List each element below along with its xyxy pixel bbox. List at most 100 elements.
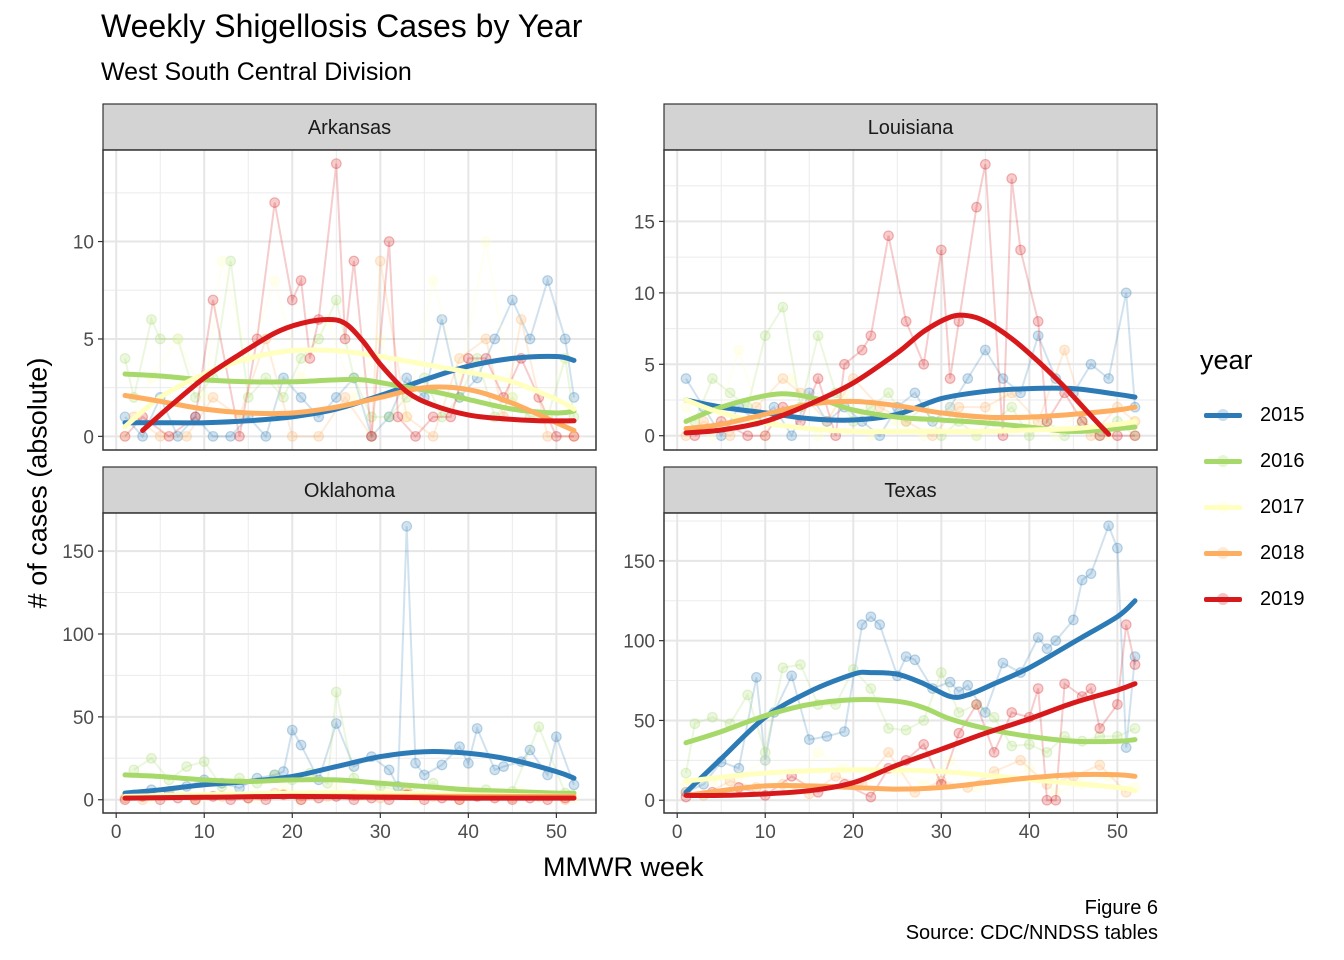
data-point-2019 [935, 244, 947, 256]
data-point-2016 [724, 387, 736, 399]
data-point-2015 [568, 779, 580, 791]
data-point-2019 [971, 201, 982, 213]
data-point-2015 [1120, 287, 1132, 299]
data-point-2019 [348, 255, 360, 267]
data-point-2019 [953, 727, 965, 739]
data-point-2016 [707, 373, 718, 384]
data-point-2015 [680, 373, 692, 384]
data-point-2015 [759, 754, 771, 766]
data-point-2015 [909, 654, 921, 666]
legend-label: 2019 [1260, 587, 1305, 610]
data-point-2019 [1050, 794, 1062, 806]
trend-line-2019 [122, 793, 577, 801]
legend-label: 2018 [1260, 541, 1305, 564]
y-tick-label: 5 [644, 355, 655, 376]
data-point-2016 [225, 255, 237, 267]
data-point-2016 [988, 711, 1000, 723]
data-point-2016 [883, 387, 894, 399]
data-point-2019 [190, 411, 201, 423]
data-point-2015 [751, 671, 762, 683]
data-point-2018 [777, 373, 789, 384]
data-point-2016 [181, 761, 193, 772]
data-point-2019 [1094, 723, 1106, 734]
facet-oklahoma: Oklahoma 0 50 100 150 0 10 20 30 40 50 [62, 466, 597, 843]
raw-line-2017 [685, 751, 1136, 794]
data-point-2019 [759, 430, 771, 442]
data-point-2019 [286, 294, 298, 306]
data-point-2015 [295, 739, 307, 751]
data-point-2016 [146, 752, 157, 764]
data-point-2018 [953, 401, 965, 413]
data-point-2016 [154, 333, 166, 345]
data-point-2018 [979, 401, 991, 413]
data-point-2016 [777, 301, 789, 313]
data-point-2018 [427, 430, 439, 442]
data-point-2015 [1041, 643, 1053, 655]
data-point-2017 [269, 275, 281, 286]
data-point-2018 [366, 430, 377, 442]
caption-source: Source: CDC/NNDSS tables [905, 922, 1158, 944]
data-point-2015 [1067, 614, 1079, 626]
chart-title: Weekly Shigellosis Cases by Year [101, 8, 583, 44]
data-point-2016 [1023, 738, 1035, 750]
y-tick-label: 50 [73, 708, 94, 729]
data-point-2019 [979, 158, 991, 170]
data-point-2019 [812, 373, 824, 384]
facet-texas: Texas 0 50 100 150 0 10 20 30 40 50 [623, 466, 1158, 843]
data-point-2019 [865, 791, 877, 803]
data-point-2015 [944, 676, 956, 688]
facet-strip-label: Oklahoma [304, 480, 396, 502]
data-point-2017 [374, 333, 386, 345]
data-point-2019 [944, 373, 956, 384]
data-point-2019 [1111, 430, 1123, 442]
data-point-2019 [366, 430, 377, 442]
data-point-2016 [759, 330, 771, 342]
data-point-2017 [944, 754, 956, 766]
raw-line-2016 [693, 304, 1136, 438]
data-point-2015 [524, 333, 536, 345]
x-tick-label: 50 [546, 822, 567, 843]
data-point-2015 [962, 679, 974, 691]
data-point-2016 [295, 353, 307, 364]
data-point-2018 [883, 746, 894, 758]
legend-item-2016: 2016 [1200, 438, 1305, 484]
y-tick-label: 0 [83, 791, 94, 812]
legend-item-2015: 2015 [1200, 392, 1305, 438]
data-point-2017 [198, 392, 210, 403]
facet-strip-label: Texas [884, 480, 936, 502]
data-point-2019 [304, 353, 316, 364]
legend-label: 2016 [1260, 449, 1305, 472]
data-point-2016 [689, 718, 701, 730]
data-point-2019 [1032, 683, 1044, 694]
trend-line-2019 [140, 316, 577, 433]
trend-line-2016 [683, 391, 1138, 434]
data-point-2015 [979, 344, 991, 356]
data-point-2016 [865, 683, 877, 694]
data-point-2018 [480, 333, 492, 345]
legend-item-2017: 2017 [1200, 484, 1305, 530]
trend-line-2018 [122, 384, 577, 433]
trend-line-2015 [122, 749, 577, 796]
data-point-2017 [172, 333, 184, 345]
x-tick-label: 30 [370, 822, 391, 843]
x-tick-label: 0 [111, 822, 122, 843]
legend-label: 2017 [1260, 495, 1305, 518]
data-point-2019 [742, 430, 754, 442]
data-point-2016 [883, 723, 894, 734]
data-point-2016 [330, 294, 342, 306]
data-point-2015 [1111, 542, 1123, 554]
y-tick-label: 0 [644, 791, 655, 812]
panel-border [663, 512, 1158, 814]
data-point-2016 [278, 392, 289, 403]
legend: year 2015 2016 2017 2018 2019 [1200, 345, 1305, 622]
data-point-2019 [119, 430, 131, 442]
data-point-2018 [181, 430, 193, 442]
data-point-2016 [1006, 740, 1018, 752]
facet-strip-label: Louisiana [868, 117, 955, 139]
data-point-2015 [498, 761, 509, 772]
data-point-2017 [454, 372, 465, 384]
data-point-2015 [1032, 330, 1044, 342]
data-point-2015 [172, 430, 184, 442]
data-point-2015 [506, 294, 518, 306]
